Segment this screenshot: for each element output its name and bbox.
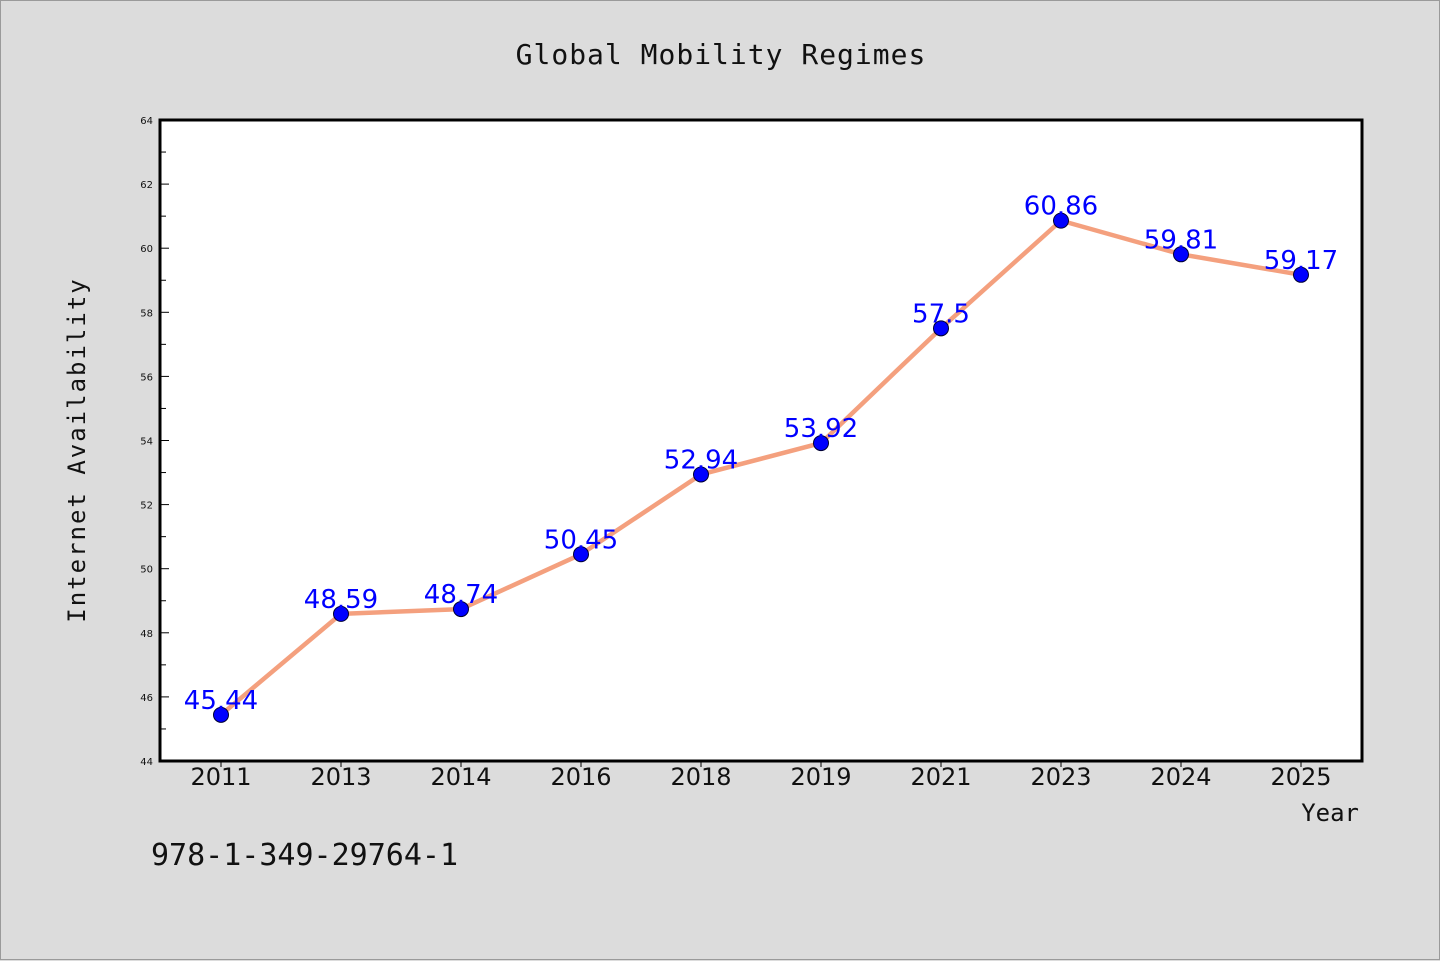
- data-point: [453, 601, 469, 618]
- data-point: [933, 320, 949, 337]
- x-axis-label: Year: [1301, 799, 1359, 827]
- data-label: 48.59: [304, 585, 378, 615]
- data-label: 45.44: [184, 686, 258, 716]
- x-tick-label: 2013: [310, 763, 371, 791]
- x-tick-label: 2014: [430, 763, 491, 791]
- x-tick-label: 2024: [1150, 763, 1211, 791]
- data-label: 50.45: [544, 525, 618, 555]
- data-label: 60.86: [1024, 192, 1098, 222]
- data-point: [1053, 212, 1069, 229]
- x-tick-label: 2016: [550, 763, 611, 791]
- x-axis: 2011 2013 2014 2016 2018 2019 2021 2023 2024 2025: [190, 761, 1332, 791]
- annotation-text: 978-1-349-29764-1: [151, 838, 458, 873]
- data-point: [333, 605, 349, 622]
- data-label: 57.5: [912, 299, 970, 329]
- series-line: [218, 218, 1304, 718]
- y-tick-label: 64: [140, 116, 153, 127]
- data-label: 48.74: [424, 580, 498, 610]
- x-tick-label: 2011: [190, 763, 251, 791]
- data-label: 59.17: [1264, 246, 1338, 276]
- x-tick-label: 2018: [670, 763, 731, 791]
- x-tick-label: 2025: [1270, 763, 1331, 791]
- y-axis-label: Internet Availability: [63, 277, 91, 622]
- y-tick-label: 46: [140, 693, 153, 704]
- y-axis: 44 46 48 50 52 54 56 58 60 62 64: [140, 116, 169, 768]
- chart-title: Global Mobility Regimes: [516, 38, 927, 71]
- x-tick-label: 2019: [790, 763, 851, 791]
- plot-area: [158, 118, 1364, 763]
- data-labels: 45.44 48.59 48.74 50.45 52.94 53.92 57.5 60.86 5…: [184, 192, 1338, 716]
- series-line-group: [213, 212, 1309, 723]
- y-tick-label: 60: [140, 244, 153, 255]
- y-tick-label: 48: [140, 629, 153, 640]
- data-label: 59.81: [1144, 225, 1218, 255]
- y-tick-label: 50: [140, 565, 153, 576]
- x-tick-label: 2023: [1030, 763, 1091, 791]
- data-point: [693, 466, 709, 483]
- x-tick-label: 2021: [910, 763, 971, 791]
- y-tick-label: 62: [140, 180, 153, 191]
- y-tick-label: 52: [140, 501, 153, 512]
- data-point: [1173, 246, 1189, 263]
- y-tick-label: 56: [140, 372, 153, 383]
- y-tick-label: 58: [140, 308, 153, 319]
- data-point: [1293, 266, 1309, 283]
- data-point: [213, 706, 229, 723]
- y-tick-label: 44: [140, 757, 153, 768]
- data-label: 53.92: [784, 414, 858, 444]
- y-tick-label: 54: [140, 437, 153, 448]
- data-label: 52.94: [664, 445, 738, 475]
- data-point: [813, 435, 829, 452]
- data-point: [573, 546, 589, 563]
